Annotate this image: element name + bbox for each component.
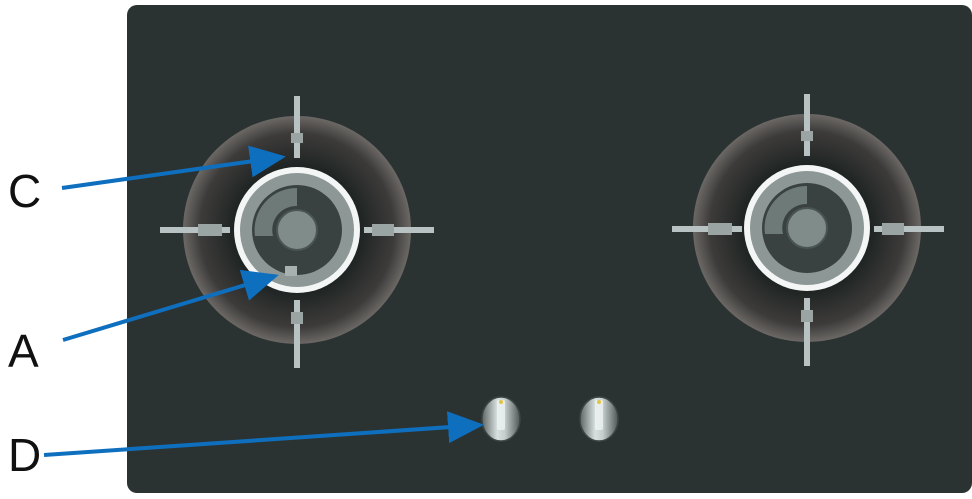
control-knob-right[interactable] [579, 396, 619, 442]
control-knob-left[interactable] [481, 396, 521, 442]
callout-label-c: C [8, 165, 42, 217]
callout-arrow-a [62, 269, 279, 342]
grate-arm-left [160, 227, 230, 233]
grate-arm-bottom [294, 300, 300, 368]
callout-arrow-d [43, 411, 484, 457]
callout-label-a: A [8, 325, 39, 377]
burner-left-cap [276, 209, 318, 251]
grate-arm-left [672, 226, 742, 232]
burner-right-cap [786, 207, 828, 249]
grate-arm-right [364, 227, 434, 233]
grate-arm-right [874, 226, 944, 232]
burner-right [672, 94, 944, 366]
grate-arm-top [294, 96, 300, 158]
callout-arrow-c [61, 145, 286, 190]
burner-left [160, 96, 434, 368]
grate-arm-bottom [804, 298, 810, 366]
grate-arm-top [804, 94, 810, 156]
callout-label-d: D [8, 429, 42, 481]
